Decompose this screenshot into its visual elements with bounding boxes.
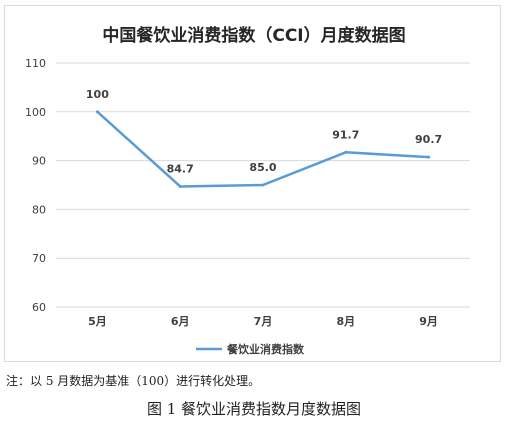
data-label: 91.7: [332, 128, 359, 141]
data-point: [344, 150, 348, 154]
y-tick-label: 110: [25, 57, 46, 70]
data-label: 85.0: [249, 161, 276, 174]
data-label: 90.7: [415, 133, 442, 146]
chart-title: 中国餐饮业消费指数（CCI）月度数据图: [102, 26, 406, 46]
y-tick-label: 90: [32, 155, 46, 168]
y-tick-label: 70: [32, 252, 46, 265]
x-tick-label: 6月: [171, 315, 190, 328]
data-label: 84.7: [167, 162, 194, 175]
x-tick-label: 8月: [336, 315, 355, 328]
y-tick-label: 60: [32, 301, 46, 314]
data-point: [427, 155, 431, 159]
legend-label: 餐饮业消费指数: [226, 342, 305, 356]
x-tick-label: 9月: [419, 315, 438, 328]
y-tick-label: 80: [32, 203, 46, 216]
series-line: [96, 110, 429, 188]
chart-note: 注：以 5 月数据为基准（100）进行转化处理。: [6, 374, 261, 388]
x-tick-label: 7月: [254, 315, 273, 328]
data-point: [261, 183, 265, 187]
x-tick-label: 5月: [88, 315, 107, 328]
chart-frame: [4, 5, 501, 362]
data-label: 100: [86, 88, 109, 101]
figure-caption: 图 1 餐饮业消费指数月度数据图: [146, 400, 362, 418]
data-point: [178, 184, 182, 188]
y-tick-label: 100: [25, 106, 46, 119]
data-point: [95, 110, 99, 114]
